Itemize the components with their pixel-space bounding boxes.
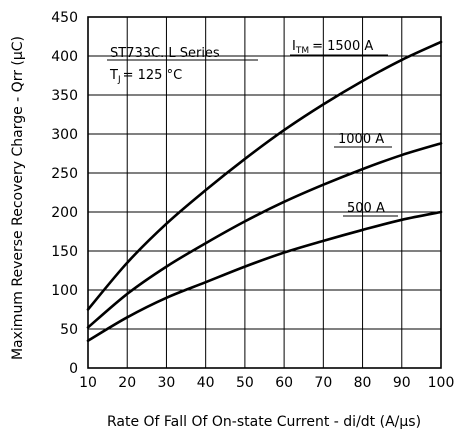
series-label-1500: ITM = 1500 A — [292, 39, 373, 56]
series-line-1 — [86, 142, 443, 329]
x-tick-label: 100 — [428, 375, 455, 391]
series-label-1500-symbol: I — [292, 39, 296, 54]
x-tick-label: 90 — [393, 375, 411, 391]
x-tick-label: 70 — [314, 375, 332, 391]
device-label: ST733C..L Series — [110, 46, 220, 61]
x-tick-label: 20 — [118, 375, 136, 391]
y-tick-label: 450 — [51, 10, 78, 26]
temperature-subscript: J — [117, 75, 121, 85]
temperature-label: TJ = 125 °C — [109, 68, 182, 85]
y-tick-labels: 0 50 100 150 200 250 300 350 400 450 — [51, 10, 78, 377]
x-tick-label: 30 — [158, 375, 176, 391]
y-tick-label: 350 — [51, 88, 78, 104]
y-tick-label: 100 — [51, 283, 78, 299]
y-tick-label: 400 — [51, 49, 78, 65]
y-tick-label: 150 — [51, 244, 78, 260]
x-tick-label: 60 — [275, 375, 293, 391]
x-tick-label: 50 — [236, 375, 254, 391]
y-tick-label: 300 — [51, 127, 78, 143]
x-tick-labels: 10 20 30 40 50 60 70 80 90 100 — [79, 375, 454, 391]
x-tick-label: 80 — [354, 375, 372, 391]
x-axis-title: Rate Of Fall Of On-state Current - di/dt… — [107, 414, 421, 430]
y-axis-title: Maximum Reverse Recovery Charge - Qrr (μ… — [10, 36, 26, 360]
series-line-0 — [86, 40, 443, 311]
temperature-symbol: T — [109, 68, 118, 83]
x-tick-label: 40 — [197, 375, 215, 391]
plot-frame — [87, 16, 442, 369]
y-tick-label: 50 — [60, 322, 78, 338]
y-tick-label: 0 — [69, 361, 78, 377]
x-tick-label: 10 — [79, 375, 97, 391]
series-label-1500-subscript: TM — [295, 46, 309, 56]
series-layer — [86, 40, 443, 342]
series-line-2 — [86, 210, 443, 342]
series-label-1500-value: = 1500 A — [312, 39, 373, 54]
temperature-value: = 125 °C — [123, 68, 183, 83]
y-tick-label: 250 — [51, 166, 78, 182]
y-tick-label: 200 — [51, 205, 78, 221]
series-label-1000: 1000 A — [338, 132, 384, 147]
series-label-500: 500 A — [347, 201, 385, 216]
